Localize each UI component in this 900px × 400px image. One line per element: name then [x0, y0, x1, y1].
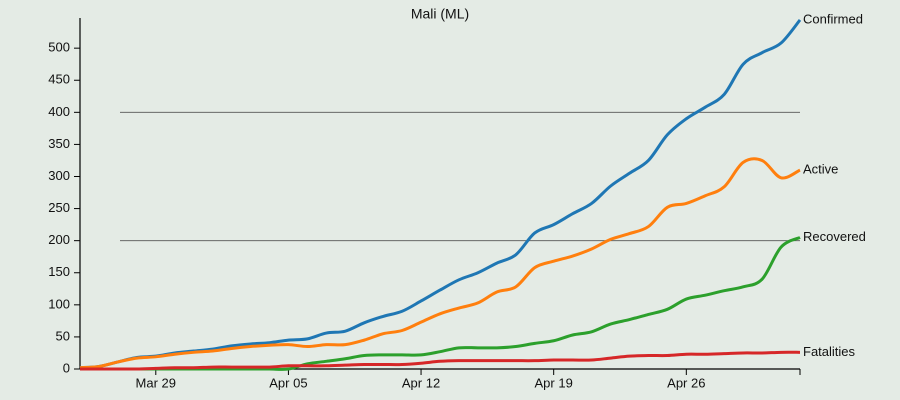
x-tick-label: Apr 05 — [269, 375, 307, 390]
series-line — [79, 157, 801, 370]
series-label: Active — [803, 162, 838, 177]
y-tick-label: 150 — [48, 264, 70, 279]
y-tick-label: 100 — [48, 296, 70, 311]
y-tick-label: 350 — [48, 136, 70, 151]
chart-title: Mali (ML) — [411, 6, 469, 22]
x-tick-label: Apr 19 — [535, 375, 573, 390]
y-tick-label: 500 — [48, 40, 70, 55]
y-tick-label: 50 — [56, 328, 70, 343]
x-tick-label: Mar 29 — [136, 375, 176, 390]
y-tick-label: 400 — [48, 104, 70, 119]
series-line — [79, 18, 802, 370]
y-tick-label: 200 — [48, 232, 70, 247]
x-tick-label: Apr 12 — [402, 375, 440, 390]
series-line — [80, 236, 801, 371]
y-tick-label: 0 — [63, 360, 70, 375]
x-tick-label: Apr 26 — [667, 375, 705, 390]
series-line — [80, 350, 801, 371]
y-tick-label: 250 — [48, 200, 70, 215]
series-label: Recovered — [803, 229, 866, 244]
series-label: Confirmed — [803, 11, 863, 26]
y-tick-label: 300 — [48, 168, 70, 183]
y-tick-label: 450 — [48, 72, 70, 87]
series-label: Fatalities — [803, 344, 856, 359]
